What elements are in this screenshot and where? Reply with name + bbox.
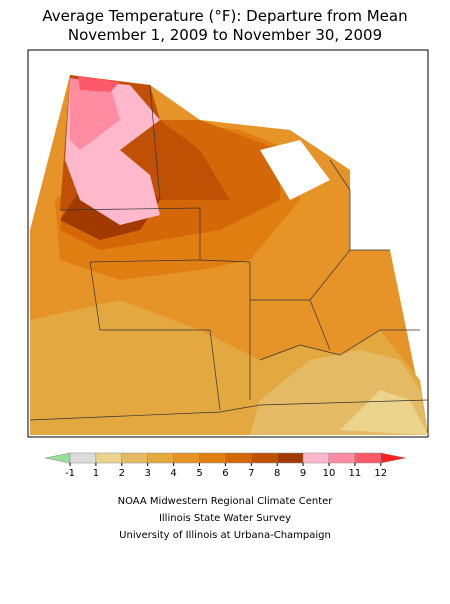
title-line: Average Temperature (°F): Departure from… [42, 7, 407, 25]
legend-swatch [276, 452, 304, 464]
map-shading [30, 75, 428, 435]
legend-label: 7 [248, 468, 254, 479]
legend-arrow [380, 452, 406, 464]
legend-swatch [354, 452, 382, 464]
legend-swatch [199, 452, 226, 464]
legend-swatch [251, 452, 278, 464]
credit: NOAA Midwestern Regional Climate Center [118, 496, 334, 507]
legend-label: 8 [274, 468, 280, 479]
legend-swatch [147, 452, 174, 464]
legend-swatch [121, 452, 148, 464]
legend-label: 4 [170, 468, 176, 479]
legend-swatch [302, 452, 330, 464]
title-line: November 1, 2009 to November 30, 2009 [68, 26, 382, 44]
legend-label: 5 [196, 468, 202, 479]
legend-label: 1 [93, 468, 99, 479]
legend-swatch [225, 452, 252, 464]
credit: University of Illinois at Urbana-Champai… [119, 530, 331, 541]
legend-swatch [173, 452, 200, 464]
legend-label: 9 [300, 468, 306, 479]
legend-label: 12 [374, 468, 387, 479]
legend-swatch [95, 452, 123, 464]
legend-label: 10 [323, 468, 336, 479]
legend-label: 3 [145, 468, 151, 479]
legend-label: 11 [349, 468, 362, 479]
legend: -1 1 2 3 4 5 6 7 8 9 10 11 12 [44, 452, 406, 479]
legend-label: -1 [65, 468, 75, 479]
legend-label: 2 [119, 468, 125, 479]
legend-swatch [69, 452, 97, 464]
credit: Illinois State Water Survey [159, 513, 291, 524]
borders [29, 84, 429, 421]
legend-label: 6 [222, 468, 228, 479]
legend-swatch [328, 452, 356, 464]
legend-arrow [44, 452, 71, 464]
